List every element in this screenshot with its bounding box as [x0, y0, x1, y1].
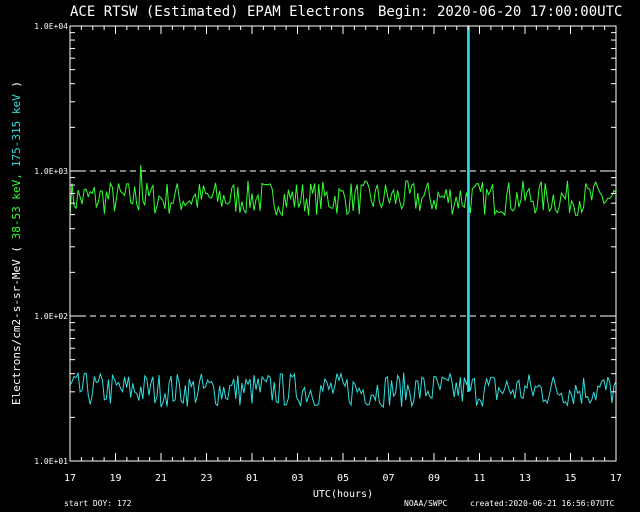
created-timestamp: created:2020-06-21 16:56:07UTC — [470, 499, 615, 508]
y-tick-labels: 1.0E+01 1.0E+02 1.0E+03 1.0E+04 — [34, 22, 68, 466]
x-tick-label: 17 — [610, 473, 622, 484]
axis-ticks — [69, 26, 617, 462]
series-line-1 — [69, 371, 617, 409]
x-tick-label: 05 — [337, 473, 349, 484]
x-tick-label: 23 — [200, 473, 212, 484]
x-tick-label: 13 — [519, 473, 531, 484]
x-tick-label: 15 — [564, 473, 576, 484]
x-tick-label: 09 — [428, 473, 440, 484]
chart-title: ACE RTSW (Estimated) EPAM Electrons — [70, 4, 365, 20]
start-doy: start DOY: 172 — [64, 499, 132, 508]
source-label: NOAA/SWPC — [404, 499, 448, 508]
x-tick-label: 07 — [382, 473, 394, 484]
y-axis-label-ch1: 38-53 keV, — [10, 173, 23, 239]
y-tick-label: 1.0E+04 — [34, 22, 68, 31]
y-axis-label: Electrons/cm2-s-sr-MeV ( 38-53 keV, 175-3… — [10, 81, 23, 405]
y-axis-label-ch2: 175-315 keV — [10, 94, 23, 167]
x-tick-label: 17 — [64, 473, 76, 484]
x-tick-label: 03 — [291, 473, 303, 484]
x-tick-label: 21 — [155, 473, 167, 484]
begin-time: Begin: 2020-06-20 17:00:00UTC — [378, 4, 622, 20]
x-axis-label: UTC(hours) — [313, 489, 373, 500]
y-tick-label: 1.0E+01 — [34, 457, 68, 466]
y-axis-label-suffix: ) — [10, 81, 23, 94]
data-gap-marker — [467, 26, 470, 392]
x-tick-labels: 17 19 21 23 01 03 05 07 09 11 13 15 17 — [64, 473, 622, 484]
y-axis-label-prefix: Electrons/cm2-s-sr-MeV ( — [10, 239, 23, 405]
reference-lines — [70, 170, 616, 317]
x-tick-label: 19 — [109, 473, 121, 484]
y-tick-label: 1.0E+02 — [34, 312, 68, 321]
data-series — [69, 164, 617, 409]
x-tick-label: 11 — [473, 473, 485, 484]
x-tick-label: 01 — [246, 473, 258, 484]
series-line-0 — [69, 164, 617, 217]
y-tick-label: 1.0E+03 — [34, 167, 68, 176]
